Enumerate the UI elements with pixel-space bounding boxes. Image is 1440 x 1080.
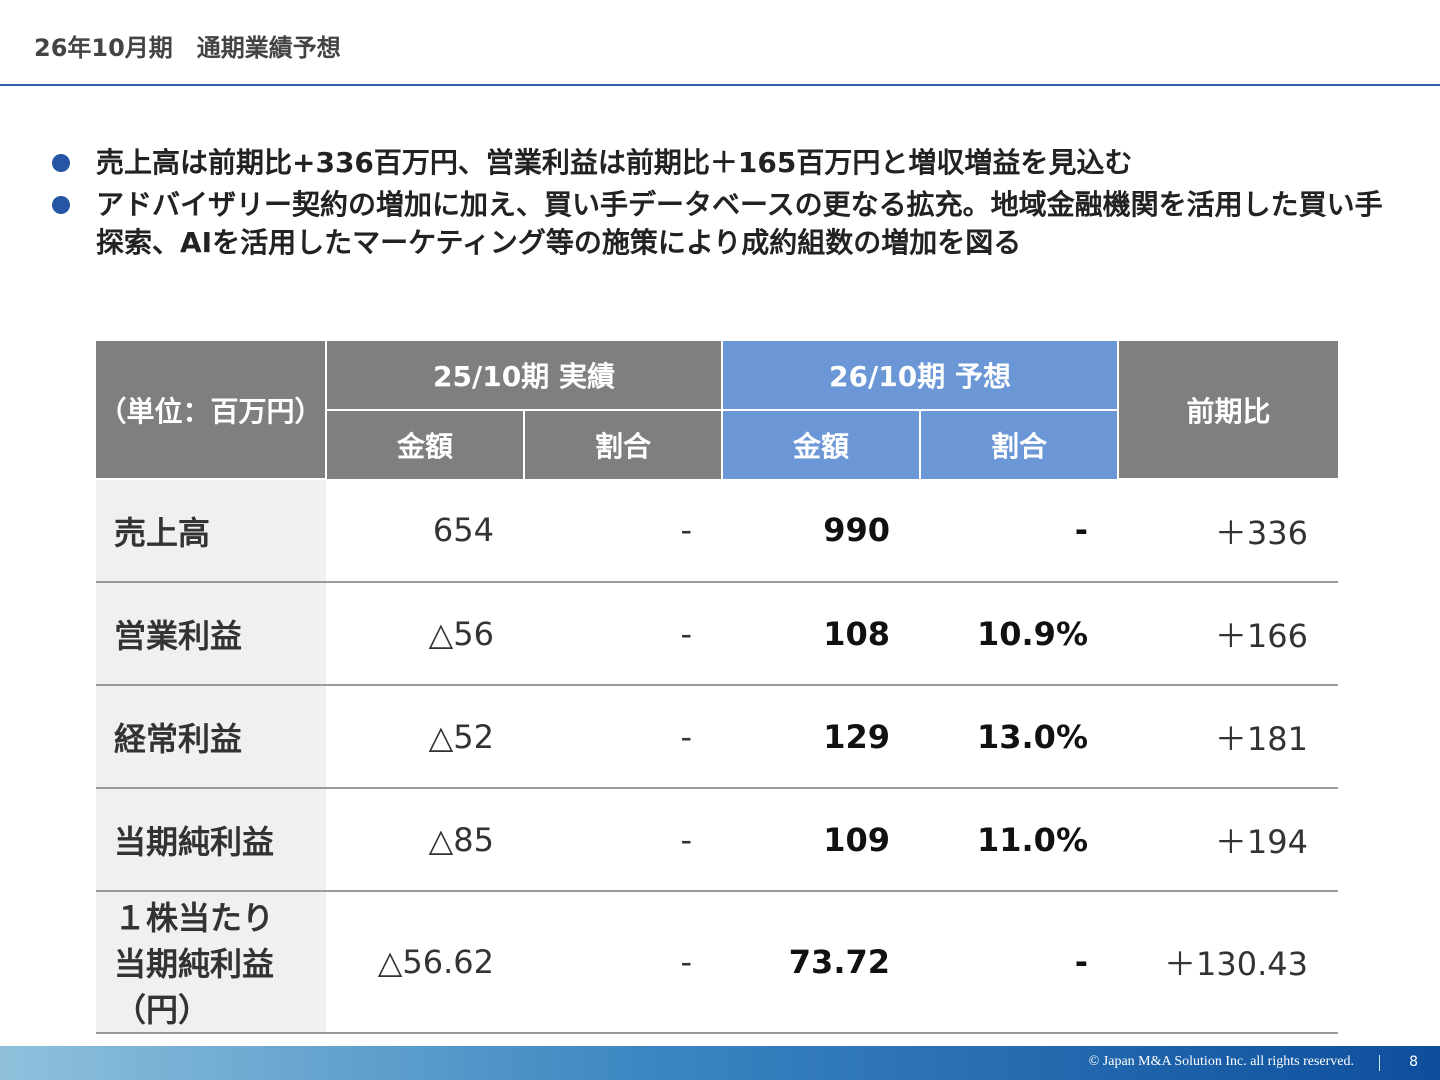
forecast-amount: 108: [722, 582, 920, 686]
prev-ratio: -: [524, 788, 722, 892]
bullet-item: アドバイザリー契約の増加に加え、買い手データベースの更なる拡充。地域金融機関を活…: [52, 186, 1392, 262]
prev-amount: △85: [326, 788, 524, 892]
footer-divider: [1379, 1055, 1380, 1071]
prev-ratio: -: [524, 685, 722, 789]
yoy-change: ＋181: [1118, 685, 1338, 789]
row-label: 当期純利益: [96, 788, 326, 892]
bullet-dot-icon: [52, 154, 70, 172]
forecast-amount: 129: [722, 685, 920, 789]
header-fc-ratio: 割合: [919, 410, 1118, 479]
yoy-change: ＋336: [1118, 479, 1338, 583]
bullet-text: アドバイザリー契約の増加に加え、買い手データベースの更なる拡充。地域金融機関を活…: [96, 188, 1383, 259]
page-number: 8: [1409, 1054, 1418, 1070]
bullet-text: 売上高は前期比+336百万円、営業利益は前期比＋165百万円と増収増益を見込む: [96, 146, 1133, 179]
header-prev-period: 25/10期 実績: [325, 341, 722, 411]
table-row: 売上高 654 - 990 - ＋336: [96, 479, 1338, 583]
prev-amount: △56: [326, 582, 524, 686]
forecast-table: （単位：百万円） 25/10期 実績 26/10期 予想 前期比 金額 割合 金…: [96, 341, 1338, 1034]
table-row: 営業利益 △56 - 108 10.9% ＋166: [96, 582, 1338, 686]
bullet-item: 売上高は前期比+336百万円、営業利益は前期比＋165百万円と増収増益を見込む: [52, 144, 1392, 182]
prev-ratio: -: [524, 891, 722, 1034]
unit-label: （単位：百万円）: [96, 341, 326, 480]
row-label-line: 当期純利益（円）: [114, 945, 275, 1029]
row-label: １株当たり 当期純利益（円）: [96, 891, 326, 1034]
forecast-ratio: 13.0%: [920, 685, 1118, 789]
yoy-change: ＋194: [1118, 788, 1338, 892]
prev-amount: 654: [326, 479, 524, 583]
header-rule: [0, 84, 1440, 86]
copyright-text: © Japan M&A Solution Inc. all rights res…: [1088, 1054, 1354, 1069]
bullet-dot-icon: [52, 196, 70, 214]
prev-ratio: -: [524, 582, 722, 686]
table-row: １株当たり 当期純利益（円） △56.62 - 73.72 - ＋130.43: [96, 891, 1338, 1034]
header-prev-amount: 金額: [325, 410, 524, 479]
forecast-ratio: -: [920, 479, 1118, 583]
forecast-amount: 73.72: [722, 891, 920, 1034]
forecast-amount: 109: [722, 788, 920, 892]
header-forecast-period: 26/10期 予想: [721, 341, 1118, 411]
header-fc-amount: 金額: [721, 410, 920, 479]
forecast-ratio: 10.9%: [920, 582, 1118, 686]
bullet-list: 売上高は前期比+336百万円、営業利益は前期比＋165百万円と増収増益を見込む …: [52, 144, 1392, 266]
prev-amount: △56.62: [326, 891, 524, 1034]
slide-title: 26年10月期 通期業績予想: [34, 34, 341, 62]
prev-ratio: -: [524, 479, 722, 583]
yoy-change: ＋166: [1118, 582, 1338, 686]
yoy-change: ＋130.43: [1118, 891, 1338, 1034]
forecast-ratio: -: [920, 891, 1118, 1034]
row-label: 売上高: [96, 479, 326, 583]
row-label-line: １株当たり: [114, 899, 275, 937]
forecast-amount: 990: [722, 479, 920, 583]
table-row: 当期純利益 △85 - 109 11.0% ＋194: [96, 788, 1338, 892]
forecast-ratio: 11.0%: [920, 788, 1118, 892]
slide-footer: © Japan M&A Solution Inc. all rights res…: [0, 1046, 1440, 1080]
row-label: 営業利益: [96, 582, 326, 686]
slide-header: 26年10月期 通期業績予想: [0, 0, 1440, 86]
header-prev-ratio: 割合: [523, 410, 722, 479]
row-label: 経常利益: [96, 685, 326, 789]
prev-amount: △52: [326, 685, 524, 789]
header-yoy: 前期比: [1117, 341, 1338, 480]
table-row: 経常利益 △52 - 129 13.0% ＋181: [96, 685, 1338, 789]
